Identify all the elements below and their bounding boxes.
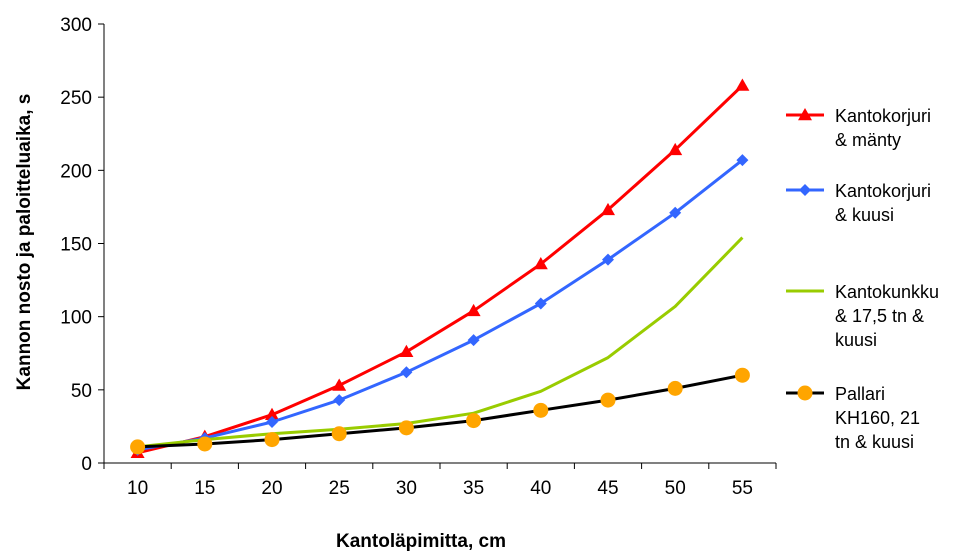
x-tick-label: 25 xyxy=(329,478,350,499)
y-tick-label: 50 xyxy=(71,381,92,402)
legend-label: Kantokunkku xyxy=(835,282,939,302)
data-point xyxy=(467,334,480,347)
data-point xyxy=(533,256,548,270)
legend-label: & kuusi xyxy=(835,205,894,225)
x-tick-label: 35 xyxy=(463,478,484,499)
legend-label: Pallari xyxy=(835,384,885,404)
data-point xyxy=(466,413,482,429)
data-point xyxy=(601,202,615,216)
data-point xyxy=(130,439,146,455)
legend-entry-1: Kantokorjuri & mänty xyxy=(786,106,931,150)
axes: 0 50 100 150 200 250 300 10 15 20 25 30 35 40 45 50 55 xyxy=(60,15,777,499)
legend-label: Kantokorjuri xyxy=(835,106,931,126)
data-point xyxy=(264,432,280,448)
data-point xyxy=(735,78,750,91)
y-tick-label: 300 xyxy=(60,15,92,36)
data-point xyxy=(331,426,347,442)
data-point xyxy=(400,366,413,379)
data-point xyxy=(266,416,278,429)
y-tick-label: 100 xyxy=(60,308,92,329)
series-4 xyxy=(130,367,750,455)
data-point xyxy=(734,367,750,383)
legend-marker xyxy=(799,184,811,196)
x-tick-label: 20 xyxy=(261,478,282,499)
legend-marker xyxy=(797,385,813,401)
legend-label: Kantokorjuri xyxy=(835,181,931,201)
series-3 xyxy=(137,236,744,449)
data-point xyxy=(668,142,683,156)
legend-entry-2: Kantokorjuri & kuusi xyxy=(786,181,931,225)
data-point xyxy=(265,407,279,420)
y-axis-title: Kannon nosto ja paloitteluaika, s xyxy=(14,94,35,391)
legend-label: tn & kuusi xyxy=(835,432,914,452)
y-tick-label: 250 xyxy=(60,88,92,109)
legend-entry-3: Kantokunkku & 17,5 tn & kuusi xyxy=(786,282,939,350)
data-point xyxy=(534,297,547,310)
data-point xyxy=(669,206,682,219)
x-tick-label: 10 xyxy=(127,478,148,499)
data-point xyxy=(398,420,414,436)
legend-label: & mänty xyxy=(835,130,901,150)
series-2 xyxy=(131,154,749,456)
x-tick-label: 40 xyxy=(530,478,551,499)
x-tick-label: 50 xyxy=(665,478,686,499)
series-line xyxy=(137,158,744,452)
series-line xyxy=(137,236,744,449)
series-1 xyxy=(130,78,750,459)
data-point xyxy=(600,392,616,408)
legend-label: KH160, 21 xyxy=(835,408,920,428)
series-layer xyxy=(130,78,750,459)
y-tick-label: 200 xyxy=(60,161,92,182)
data-point xyxy=(533,402,549,418)
data-point xyxy=(197,436,213,452)
data-point xyxy=(466,303,481,317)
legend-label: kuusi xyxy=(835,330,877,350)
legend-label: & 17,5 tn & xyxy=(835,306,924,326)
data-point xyxy=(602,253,614,266)
legend-entry-4: Pallari KH160, 21 tn & kuusi xyxy=(786,384,920,452)
x-tick-label: 15 xyxy=(194,478,215,499)
data-point xyxy=(736,154,749,167)
y-tick-label: 0 xyxy=(81,454,92,475)
data-point xyxy=(333,394,346,407)
x-tick-label: 30 xyxy=(396,478,417,499)
series-line xyxy=(137,373,743,449)
data-point xyxy=(399,344,414,358)
legend-marker xyxy=(798,108,812,121)
data-point xyxy=(332,378,347,391)
x-tick-label: 45 xyxy=(597,478,618,499)
y-tick-label: 150 xyxy=(60,235,92,256)
data-point xyxy=(667,380,683,396)
x-axis-title: Kantoläpimitta, cm xyxy=(336,531,506,552)
x-tick-label: 55 xyxy=(732,478,753,499)
series-line xyxy=(137,84,744,455)
